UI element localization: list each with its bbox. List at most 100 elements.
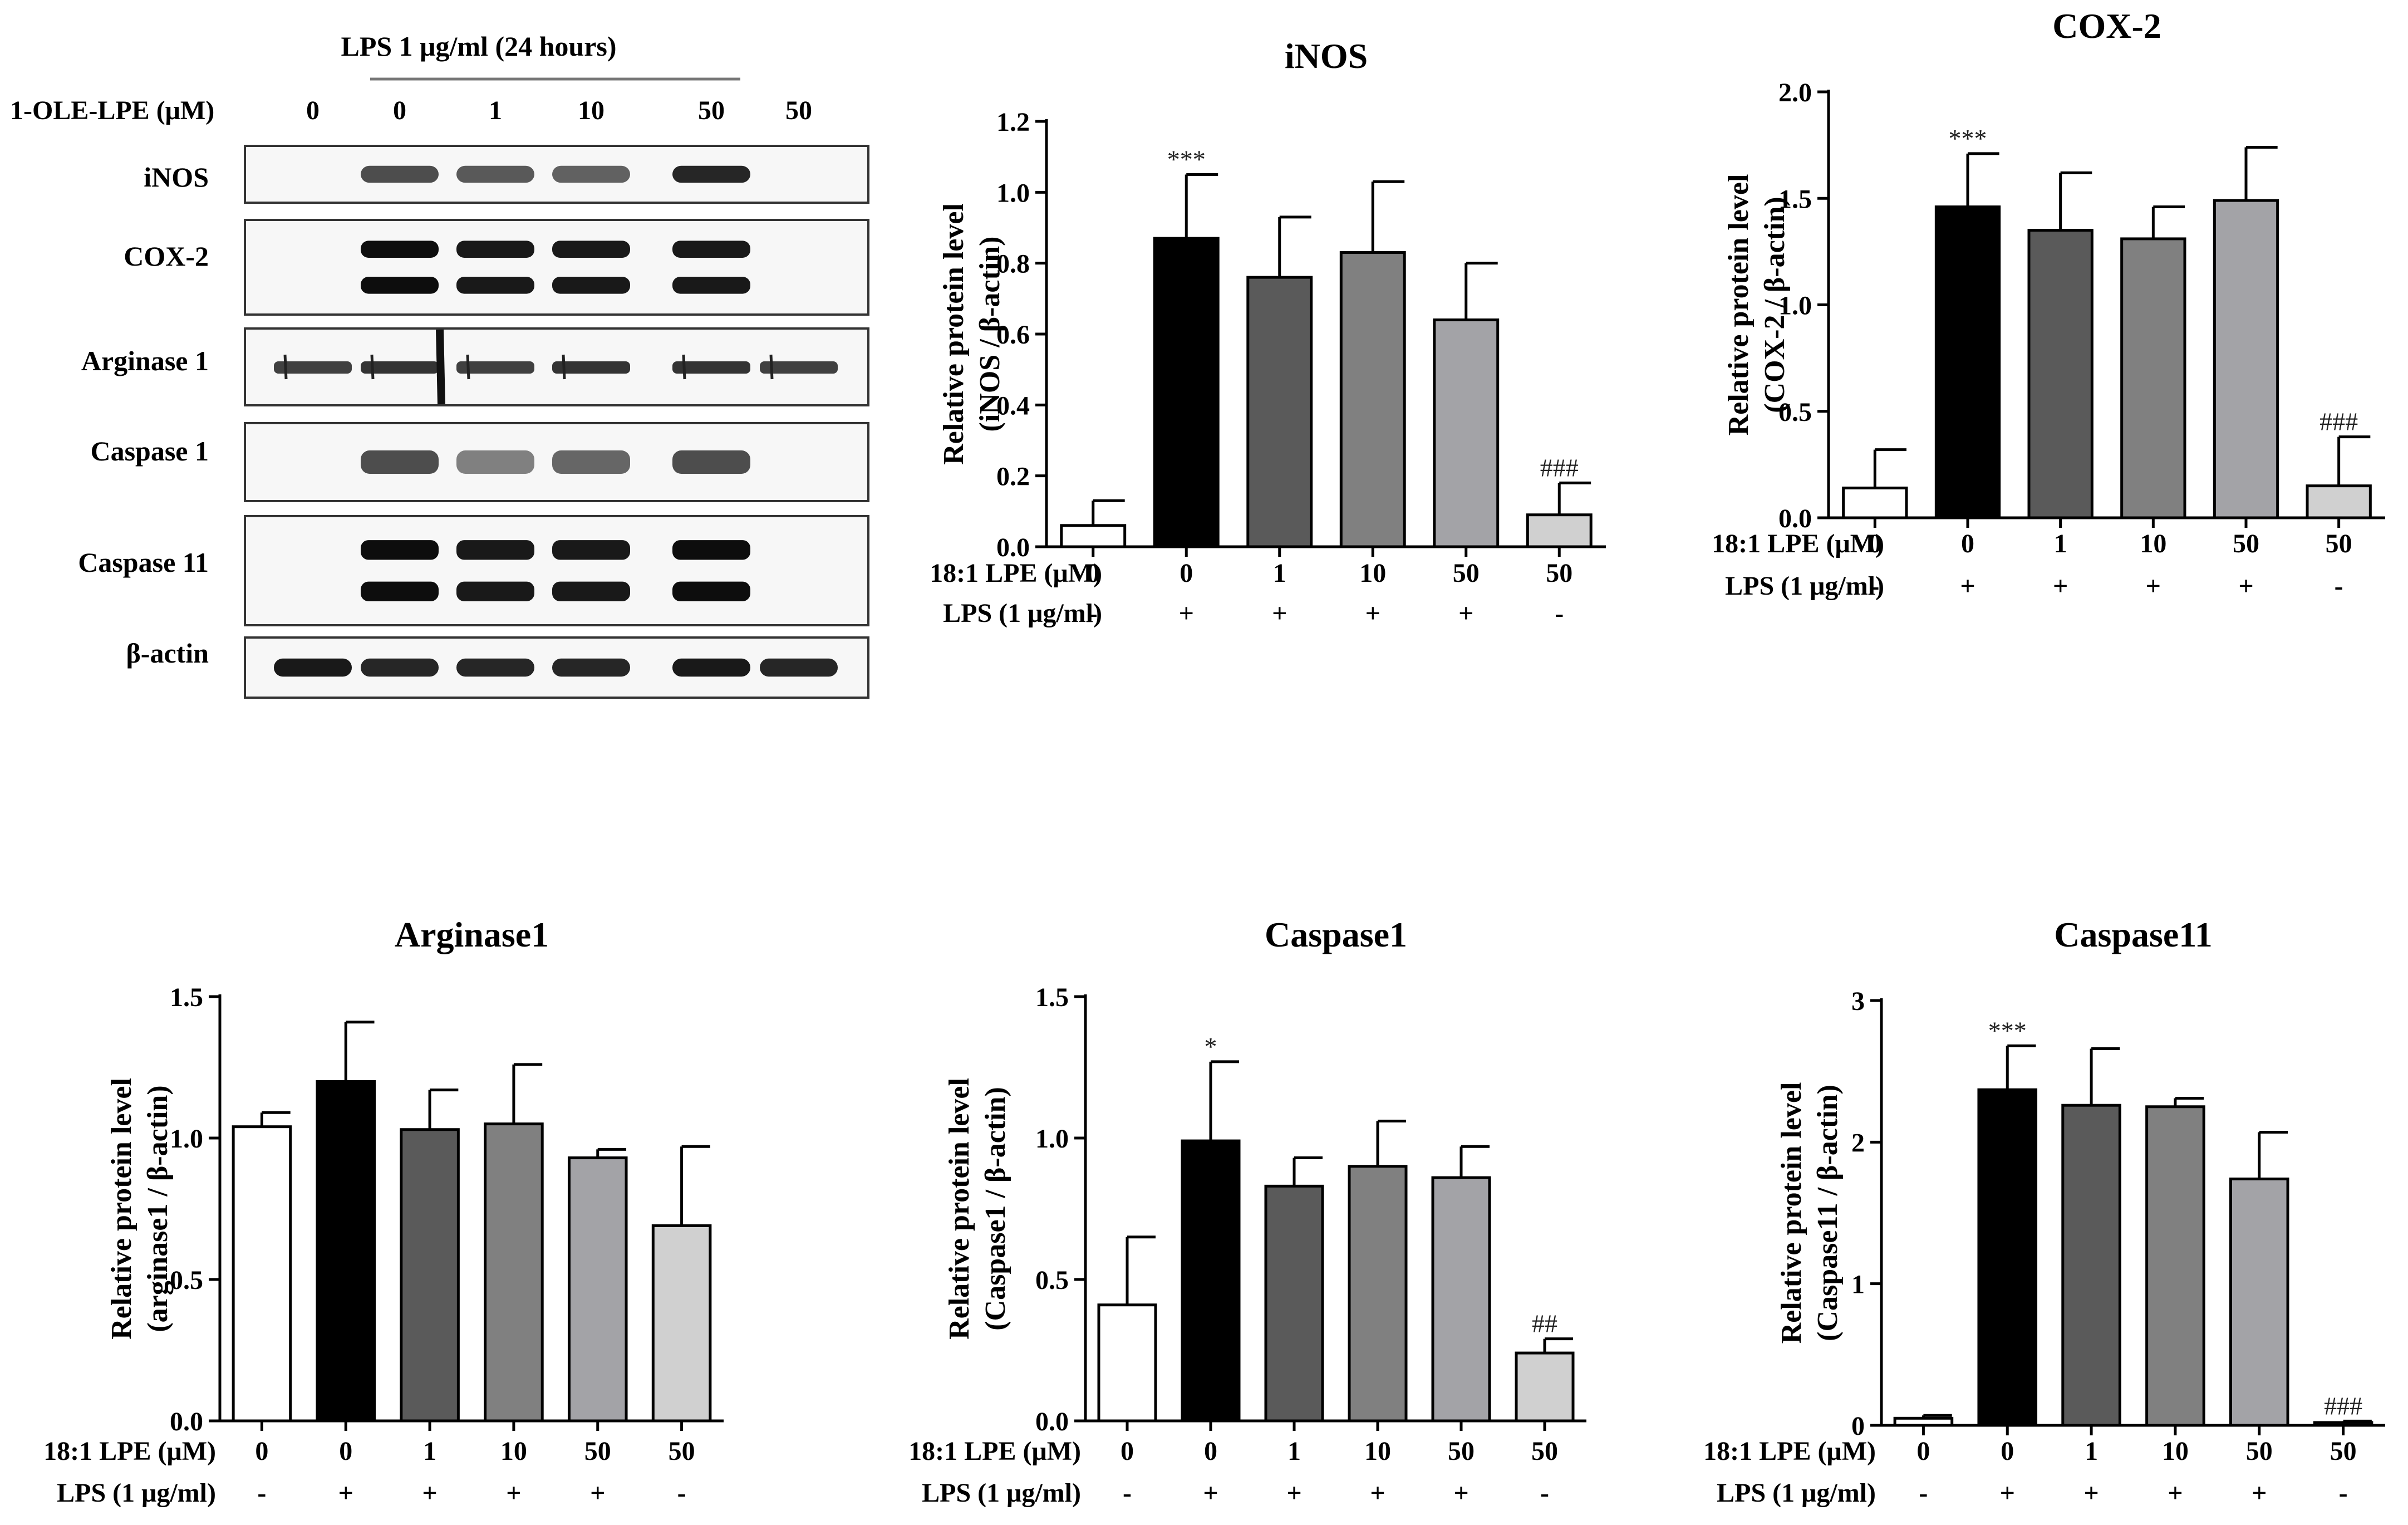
bar (1977, 1088, 2038, 1427)
chart-title: Arginase1 (395, 915, 549, 954)
y-tick-label: 2 (1851, 1128, 1865, 1158)
y-axis-label: Relative protein level (943, 1078, 975, 1340)
bar (567, 1156, 628, 1423)
lps-value: + (1272, 599, 1287, 628)
significance-annotation: *** (1167, 145, 1206, 174)
blot-artifact (466, 354, 470, 380)
x-category-label: 0 (255, 1436, 268, 1466)
x-category-label: 1 (1273, 558, 1286, 588)
bar (2213, 199, 2279, 519)
arginase1-chart: Arginase1 Relative protein level (arginase… (43, 915, 724, 1508)
blot-row-label: COX-2 (124, 241, 209, 272)
significance-annotation: ## (1532, 1310, 1557, 1338)
bar (2120, 237, 2186, 519)
bar (2313, 1421, 2373, 1427)
y-axis-label: Relative protein level (1723, 174, 1755, 436)
lpe-row-label: 18:1 LPE (μM) (1703, 1436, 1876, 1466)
bar (651, 1224, 712, 1423)
dose-value: 1 (489, 96, 502, 125)
significance-annotation: *** (1949, 124, 1987, 153)
bar (1181, 1139, 1241, 1423)
blot-rows: iNOS COX-2 Arginase 1 Caspase 1 Caspase 11 β-… (78, 145, 869, 699)
bar (316, 1080, 376, 1423)
x-category-label: 0 (1868, 529, 1881, 558)
lps-value: + (2053, 571, 2068, 601)
blot-band (361, 540, 439, 560)
x-category-label: 50 (2330, 1436, 2357, 1466)
x-category-label: 0 (1961, 529, 1974, 558)
significance-annotation: *** (1988, 1016, 2027, 1045)
bar (1431, 1176, 1491, 1423)
blot-band (672, 241, 750, 258)
x-category-label: 50 (669, 1436, 695, 1466)
x-category-label: 0 (1121, 1436, 1134, 1466)
x-category-label: 1 (2054, 529, 2067, 558)
bar (2061, 1104, 2121, 1427)
blot-row-label: β-actin (126, 638, 209, 669)
x-category-label: 50 (1546, 558, 1572, 588)
blot-band (552, 241, 630, 258)
y-tick-label: 1.0 (170, 1124, 203, 1154)
lps-value: + (2146, 571, 2161, 601)
blot-membrane (244, 219, 869, 316)
chart-title: Caspase11 (2054, 915, 2213, 954)
x-category-label: 10 (2162, 1436, 2189, 1466)
lps-value: + (2238, 571, 2253, 601)
x-category-label: 50 (2233, 529, 2259, 558)
x-category-label: 1 (1287, 1436, 1301, 1466)
blot-row: Caspase 1 (90, 422, 869, 502)
y-axis-label: (Caspase1 / β-actin) (980, 1087, 1011, 1331)
caspase11-chart: Caspase11 Relative protein level (Caspase1… (1703, 915, 2385, 1508)
x-category-label: 0 (2001, 1436, 2014, 1466)
lps-value: + (1365, 599, 1380, 628)
blot-band (456, 450, 534, 474)
significance-annotation: ### (2324, 1391, 2362, 1420)
lps-value: + (2083, 1478, 2099, 1508)
lps-value: + (590, 1478, 605, 1508)
bar (484, 1122, 544, 1423)
blot-band (456, 658, 534, 677)
lps-value: + (1286, 1478, 1301, 1508)
bar (1842, 486, 1908, 519)
y-tick-label: 1.2 (996, 107, 1030, 137)
x-category-label: 0 (1087, 558, 1100, 588)
blot-artifact (436, 329, 445, 405)
dose-values: 0 0 1 10 50 50 (306, 96, 812, 125)
dose-value: 50 (698, 96, 725, 125)
blot-band (361, 241, 439, 258)
blot-band (672, 450, 750, 474)
dose-value: 0 (393, 96, 406, 125)
dose-value: 10 (578, 96, 605, 125)
y-tick-label: 1.5 (170, 983, 203, 1012)
lps-value: + (2252, 1478, 2267, 1508)
chart-title: iNOS (1285, 36, 1368, 76)
y-tick-label: 1 (1851, 1270, 1865, 1300)
blot-band (361, 165, 439, 183)
blot-band (672, 658, 750, 677)
blot-band (552, 361, 630, 374)
blot-band (672, 277, 750, 294)
bar (400, 1128, 460, 1423)
bar (1339, 251, 1406, 548)
blot-band (456, 361, 534, 374)
bar (1893, 1416, 1954, 1427)
lps-value: - (1123, 1478, 1132, 1508)
lps-value: - (1555, 599, 1564, 628)
y-axis-label: Relative protein level (106, 1078, 137, 1340)
y-tick-label: 0.0 (1035, 1407, 1069, 1436)
blot-row-label: Caspase 11 (78, 547, 209, 578)
y-axis-label: Relative protein level (1776, 1082, 1807, 1344)
x-category-label: 10 (2140, 529, 2166, 558)
significance-annotation: * (1205, 1032, 1217, 1061)
blot-band (361, 450, 439, 474)
bar (2027, 229, 2094, 519)
blot-band (456, 277, 534, 294)
blot-artifact (283, 354, 288, 380)
x-category-label: 1 (2085, 1436, 2098, 1466)
significance-annotation: ### (1540, 453, 1579, 482)
blot-artifact (769, 354, 774, 380)
bar (1526, 513, 1593, 548)
blot-artifact (682, 354, 686, 380)
